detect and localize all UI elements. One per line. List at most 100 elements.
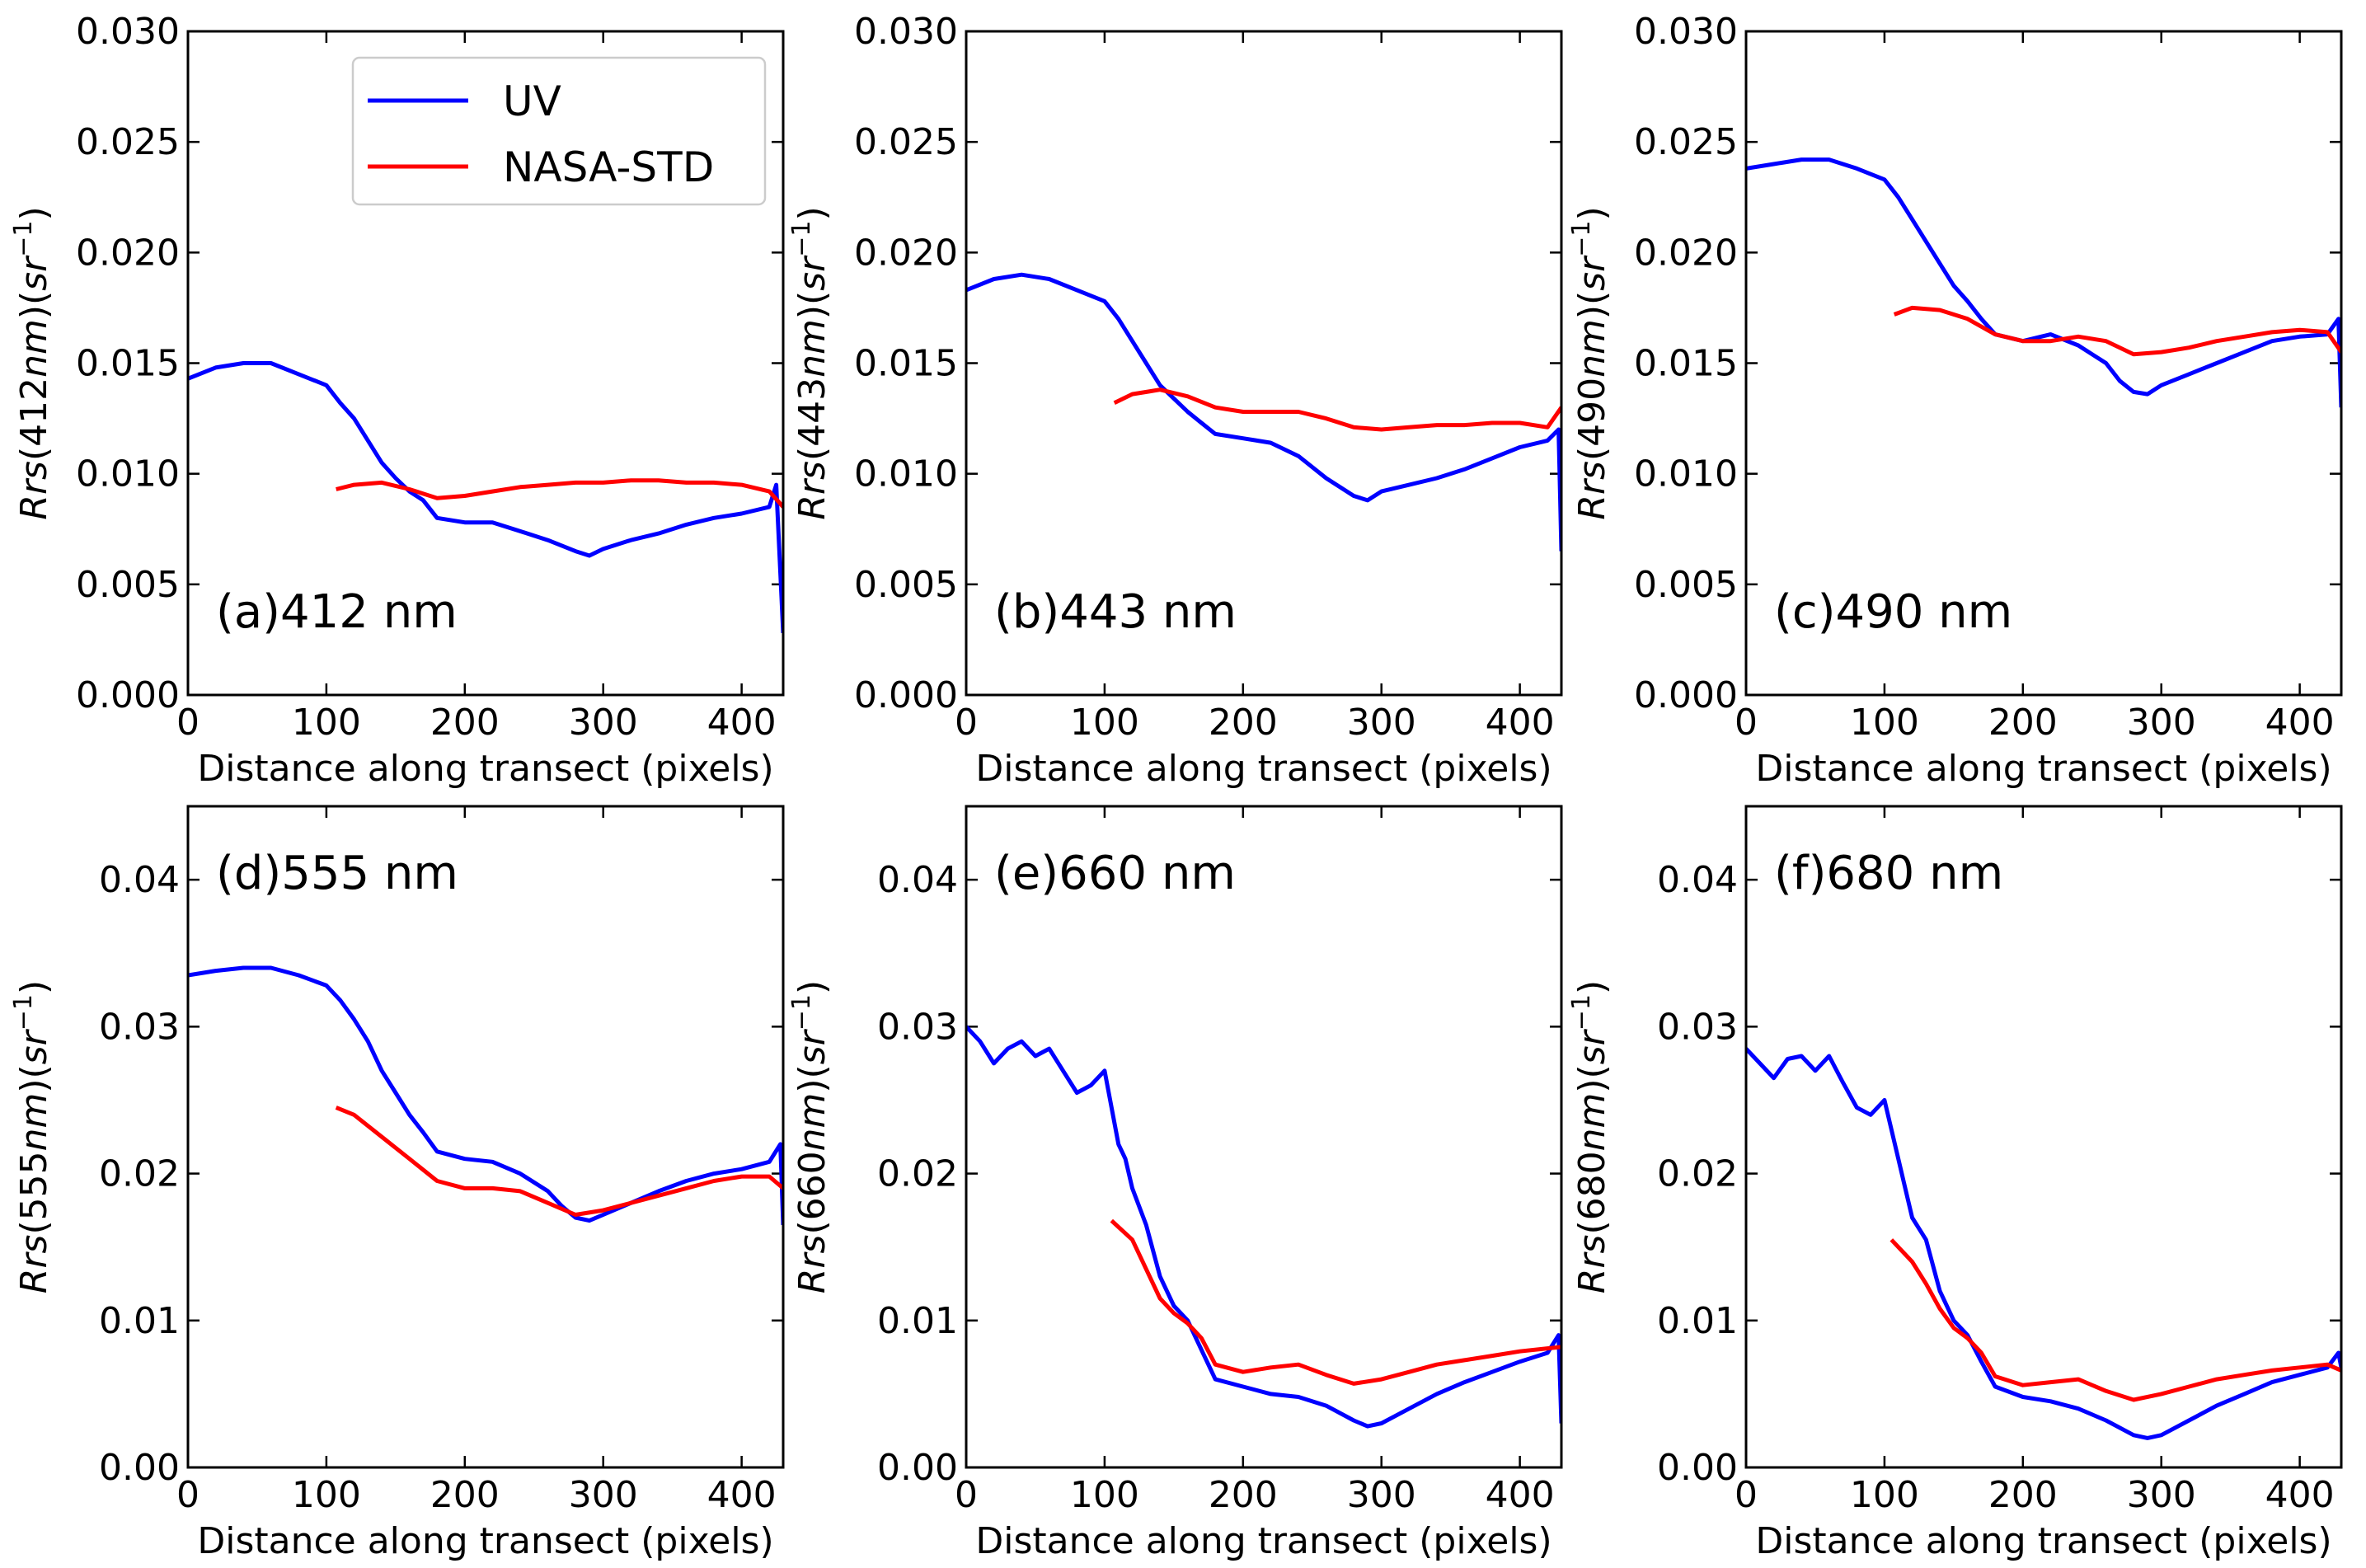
series-line-nasa-std: [1110, 1218, 1561, 1386]
y-tick-label: 0.03: [877, 1006, 958, 1048]
panel-label: (f)680 nm: [1774, 847, 2003, 900]
series-line-uv: [966, 272, 1561, 552]
x-tick-label: 400: [1486, 702, 1555, 744]
y-axis-label-part: sr: [791, 1028, 833, 1064]
x-tick-label: 100: [292, 1474, 361, 1516]
y-tick-label: 0.00: [1657, 1447, 1738, 1489]
x-axis-label: Distance along transect (pixels): [975, 748, 1552, 790]
y-tick-label: 0.02: [877, 1153, 958, 1195]
y-tick-label: 0.015: [854, 343, 958, 385]
panel-4: 0 100 200 300 400 0.00 0.01 0.02 0.03 0.04 (d)555 …: [9, 805, 785, 1562]
x-tick-label: 400: [707, 1474, 777, 1516]
y-tick-label: 0.04: [877, 859, 958, 901]
y-axis-label-part: nm: [791, 319, 833, 378]
y-tick-label: 0.00: [877, 1447, 958, 1489]
y-tick-label: 0.000: [854, 674, 958, 716]
x-tick-label: 300: [1347, 702, 1416, 744]
y-axis-label-part: ): [13, 980, 55, 994]
y-axis-label: Rrs(490nm)(sr−1): [1567, 206, 1613, 519]
y-axis-label-part: ): [791, 206, 833, 220]
y-tick-label: 0.010: [1634, 453, 1738, 495]
y-axis-label-part: nm: [791, 1093, 833, 1152]
y-axis-label-part: ): [791, 980, 833, 994]
panel-6: 0 100 200 300 400 0.00 0.01 0.02 0.03 0.04 (f)680 …: [1567, 805, 2343, 1562]
legend-label-nasa-std: NASA-STD: [503, 143, 714, 191]
y-tick-label: 0.02: [1657, 1153, 1738, 1195]
series-line-nasa-std: [1113, 387, 1561, 432]
series-line-nasa-std: [1890, 1238, 2341, 1402]
y-axis-label-part: Rrs: [1571, 1235, 1613, 1294]
x-tick-label: 200: [430, 702, 500, 744]
y-tick-label: 0.01: [1657, 1300, 1738, 1342]
x-tick-label: 200: [1988, 702, 2058, 744]
y-axis-label-part: )(: [791, 1064, 833, 1092]
x-tick-label: 0: [955, 1474, 978, 1516]
legend-label-uv: UV: [503, 77, 561, 125]
plot-frame: [1744, 30, 2343, 697]
y-tick-label: 0.00: [99, 1447, 180, 1489]
x-tick-label: 400: [2265, 702, 2335, 744]
x-tick-label: 100: [1850, 702, 1919, 744]
x-axis-label: Distance along transect (pixels): [197, 748, 773, 790]
y-tick-label: 0.010: [76, 453, 180, 495]
series-line-uv: [188, 965, 783, 1225]
y-tick-label: 0.01: [877, 1300, 958, 1342]
y-axis-label-part: Rrs: [791, 461, 833, 520]
y-axis-label-part: sr: [1571, 1028, 1613, 1064]
x-axis-label: Distance along transect (pixels): [1755, 1520, 2331, 1562]
y-tick-label: 0.030: [1634, 11, 1738, 53]
y-axis-label-part: )(: [1571, 291, 1613, 319]
y-tick-label: 0.020: [76, 232, 180, 274]
x-tick-label: 100: [1850, 1474, 1919, 1516]
x-tick-label: 200: [1209, 1474, 1278, 1516]
y-axis-label-part: sr: [791, 255, 833, 291]
y-axis-label-part: Rrs: [13, 461, 55, 520]
plot-frame: [965, 805, 1563, 1469]
y-axis-label-part: (680: [1571, 1151, 1613, 1234]
y-axis-label-part: sr: [1571, 255, 1613, 291]
y-tick-label: 0.025: [76, 121, 180, 163]
y-axis-label: Rrs(443nm)(sr−1): [787, 206, 833, 519]
panel-label: (d)555 nm: [216, 847, 458, 900]
series-line-nasa-std: [336, 478, 783, 509]
y-tick-label: 0.005: [854, 564, 958, 606]
y-tick-label: 0.015: [1634, 343, 1738, 385]
series-line-uv: [966, 1025, 1561, 1429]
y-tick-label: 0.000: [1634, 674, 1738, 716]
y-tick-label: 0.03: [1657, 1006, 1738, 1048]
y-axis-label: Rrs(660nm)(sr−1): [787, 980, 833, 1293]
y-axis-label-part: sr: [13, 255, 55, 291]
x-axis-label: Distance along transect (pixels): [1755, 748, 2331, 790]
y-axis-label-part: nm: [13, 319, 55, 378]
plot-frame: [186, 30, 785, 697]
y-tick-label: 0.04: [1657, 859, 1738, 901]
y-axis-label-part: )(: [1571, 1064, 1613, 1092]
plot-frame: [965, 30, 1563, 697]
y-axis-label-part: nm: [1571, 319, 1613, 378]
y-tick-label: 0.01: [99, 1300, 180, 1342]
y-axis-label-part: )(: [13, 1064, 55, 1092]
series-line-uv: [1746, 1047, 2341, 1440]
x-tick-label: 0: [1735, 702, 1758, 744]
y-axis-label-part: (660: [791, 1151, 833, 1234]
x-tick-label: 100: [292, 702, 361, 744]
y-tick-label: 0.020: [854, 232, 958, 274]
series-line-uv: [188, 361, 783, 634]
x-tick-label: 300: [569, 702, 638, 744]
y-axis-label-part: ): [1571, 206, 1613, 220]
y-axis-label-part: (412: [13, 378, 55, 461]
y-axis-label-part: nm: [1571, 1093, 1613, 1152]
legend: UV NASA-STD: [351, 56, 767, 206]
x-tick-label: 300: [2127, 702, 2196, 744]
y-tick-label: 0.030: [854, 11, 958, 53]
y-tick-label: 0.005: [76, 564, 180, 606]
y-axis-label-part: nm: [13, 1093, 55, 1152]
x-tick-label: 100: [1070, 1474, 1139, 1516]
x-tick-label: 0: [955, 702, 978, 744]
y-tick-label: 0.010: [854, 453, 958, 495]
x-tick-label: 0: [176, 702, 200, 744]
y-tick-label: 0.000: [76, 674, 180, 716]
y-tick-label: 0.015: [76, 343, 180, 385]
y-tick-label: 0.030: [76, 11, 180, 53]
